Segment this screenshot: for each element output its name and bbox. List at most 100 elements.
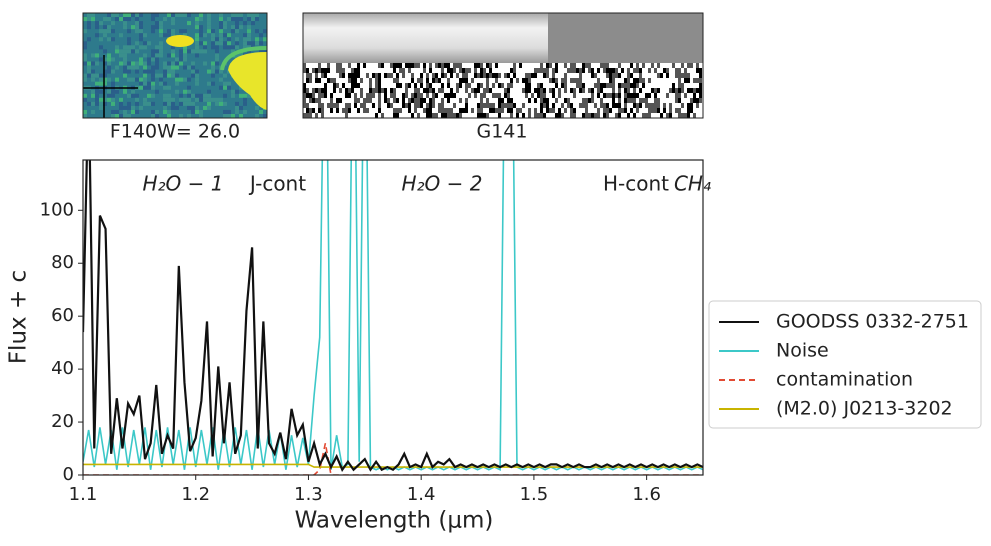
image-pixel bbox=[585, 63, 588, 68]
image-pixel bbox=[223, 45, 227, 50]
image-pixel bbox=[423, 108, 426, 113]
image-pixel bbox=[684, 73, 687, 78]
image-pixel bbox=[363, 63, 366, 68]
image-pixel bbox=[111, 57, 115, 62]
image-pixel bbox=[360, 103, 363, 108]
image-pixel bbox=[183, 57, 187, 62]
image-pixel bbox=[669, 108, 672, 113]
image-pixel bbox=[223, 81, 227, 86]
image-pixel bbox=[103, 69, 107, 74]
image-pixel bbox=[131, 93, 135, 98]
image-pixel bbox=[312, 88, 315, 93]
image-pixel bbox=[621, 108, 624, 113]
image-pixel bbox=[540, 83, 543, 88]
image-pixel bbox=[390, 93, 393, 98]
x-tick-label: 1.1 bbox=[69, 484, 98, 505]
image-pixel bbox=[510, 103, 513, 108]
image-pixel bbox=[480, 68, 483, 73]
image-pixel bbox=[91, 89, 95, 94]
image-pixel bbox=[183, 65, 187, 70]
image-pixel bbox=[687, 63, 690, 68]
image-pixel bbox=[396, 108, 399, 113]
y-tick-label: 20 bbox=[51, 411, 74, 432]
image-pixel bbox=[330, 108, 333, 113]
image-pixel bbox=[393, 68, 396, 73]
image-pixel bbox=[459, 108, 462, 113]
image-pixel bbox=[597, 78, 600, 83]
image-pixel bbox=[87, 65, 91, 70]
image-pixel bbox=[507, 73, 510, 78]
image-pixel bbox=[115, 65, 119, 70]
image-pixel bbox=[348, 73, 351, 78]
image-pixel bbox=[95, 25, 99, 30]
image-pixel bbox=[375, 78, 378, 83]
image-pixel bbox=[315, 113, 318, 118]
image-pixel bbox=[585, 98, 588, 103]
image-pixel bbox=[103, 49, 107, 54]
image-pixel bbox=[219, 29, 223, 34]
image-pixel bbox=[123, 114, 127, 119]
image-pixel bbox=[327, 68, 330, 73]
image-pixel bbox=[195, 25, 199, 30]
image-pixel bbox=[91, 93, 95, 98]
image-pixel bbox=[336, 98, 339, 103]
image-pixel bbox=[657, 63, 660, 68]
image-pixel bbox=[411, 113, 414, 118]
image-pixel bbox=[155, 61, 159, 66]
image-pixel bbox=[107, 37, 111, 42]
image-pixel bbox=[235, 53, 239, 58]
image-pixel bbox=[621, 68, 624, 73]
image-pixel bbox=[99, 97, 103, 102]
image-pixel bbox=[357, 63, 360, 68]
image-pixel bbox=[591, 73, 594, 78]
annotation: J-cont bbox=[248, 172, 306, 196]
image-pixel bbox=[450, 93, 453, 98]
image-pixel bbox=[666, 113, 669, 118]
image-pixel bbox=[99, 57, 103, 62]
image-pixel bbox=[375, 83, 378, 88]
image-pixel bbox=[396, 73, 399, 78]
image-pixel bbox=[525, 73, 528, 78]
image-pixel bbox=[567, 98, 570, 103]
image-pixel bbox=[483, 68, 486, 73]
image-pixel bbox=[657, 98, 660, 103]
image-pixel bbox=[474, 88, 477, 93]
image-pixel bbox=[171, 33, 175, 38]
image-pixel bbox=[179, 49, 183, 54]
image-pixel bbox=[107, 57, 111, 62]
image-pixel bbox=[215, 101, 219, 106]
image-pixel bbox=[612, 93, 615, 98]
image-pixel bbox=[456, 63, 459, 68]
image-pixel bbox=[227, 17, 231, 22]
image-pixel bbox=[207, 105, 211, 110]
image-pixel bbox=[123, 45, 127, 50]
image-pixel bbox=[435, 78, 438, 83]
image-pixel bbox=[95, 61, 99, 66]
image-pixel bbox=[573, 113, 576, 118]
image-pixel bbox=[417, 88, 420, 93]
image-pixel bbox=[645, 113, 648, 118]
image-pixel bbox=[456, 73, 459, 78]
image-pixel bbox=[615, 113, 618, 118]
image-pixel bbox=[211, 65, 215, 70]
image-pixel bbox=[354, 78, 357, 83]
image-pixel bbox=[131, 13, 135, 18]
image-pixel bbox=[630, 73, 633, 78]
image-pixel bbox=[309, 108, 312, 113]
image-pixel bbox=[579, 68, 582, 73]
image-pixel bbox=[480, 113, 483, 118]
image-pixel bbox=[159, 25, 163, 30]
image-pixel bbox=[123, 109, 127, 114]
image-pixel bbox=[510, 98, 513, 103]
image-pixel bbox=[139, 21, 143, 26]
image-pixel bbox=[107, 61, 111, 66]
image-pixel bbox=[171, 73, 175, 78]
image-pixel bbox=[183, 29, 187, 34]
image-pixel bbox=[543, 88, 546, 93]
image-pixel bbox=[318, 98, 321, 103]
image-pixel bbox=[191, 101, 195, 106]
image-pixel bbox=[199, 29, 203, 34]
image-pixel bbox=[627, 113, 630, 118]
image-pixel bbox=[645, 98, 648, 103]
image-pixel bbox=[618, 98, 621, 103]
